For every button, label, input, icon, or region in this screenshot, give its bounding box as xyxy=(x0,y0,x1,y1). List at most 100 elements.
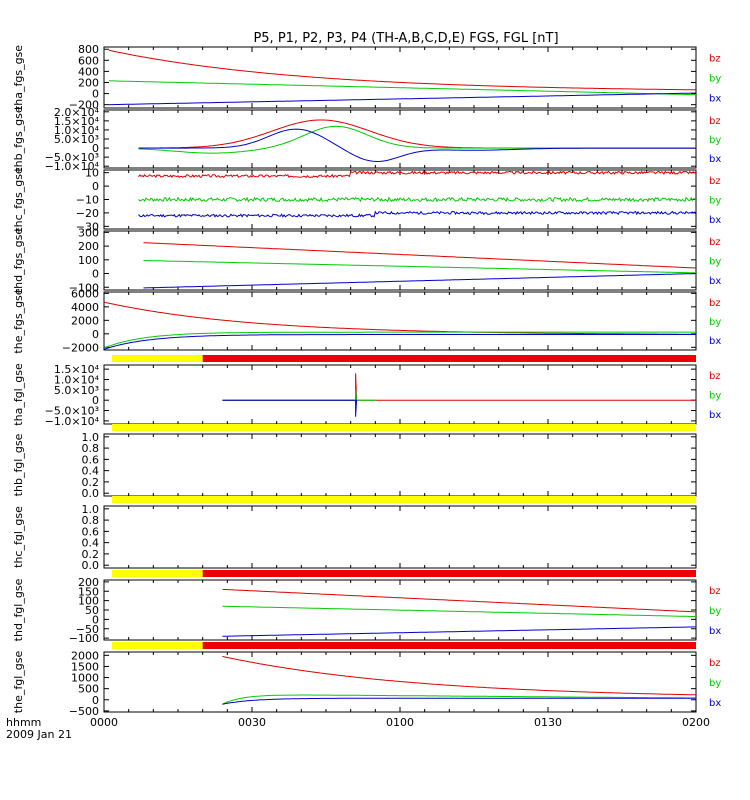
x-tick-label: 0030 xyxy=(238,716,266,729)
y-tick-label: −30 xyxy=(76,220,99,233)
legend-by: by xyxy=(709,678,721,689)
legend-bz: bz xyxy=(709,658,721,669)
y-tick-label: 200 xyxy=(78,76,99,89)
y-axis-label: thb_fgl_gse xyxy=(12,433,25,496)
panel-frame xyxy=(103,364,697,425)
y-tick-label: 1.5×10⁴ xyxy=(54,115,100,128)
quality-bar-red xyxy=(202,355,696,362)
y-axis-label: tha_fgl_gse xyxy=(12,363,25,426)
series-group xyxy=(143,242,696,289)
y-tick-label: −100 xyxy=(69,632,99,645)
legend-bx: bx xyxy=(709,336,721,347)
y-tick-label: 200 xyxy=(78,240,99,253)
series-line-by xyxy=(222,389,376,401)
series-line-bz xyxy=(222,588,696,613)
y-axis-label: thd_fgl_gse xyxy=(12,578,25,641)
y-tick-label: 50 xyxy=(85,604,99,617)
y-tick-label: −100 xyxy=(69,281,99,294)
series-line-bz xyxy=(143,242,696,269)
y-tick-label: −500 xyxy=(69,705,99,718)
legend-by: by xyxy=(709,135,721,146)
y-tick-label: 0.6 xyxy=(82,453,100,466)
panel-thc_fgl_gse: 1.00.80.60.40.20.0 thc_fgl_gse xyxy=(12,496,697,572)
series-line-by xyxy=(104,331,696,349)
y-tick-label: 0.0 xyxy=(82,559,100,572)
y-tick-label: 100 xyxy=(78,254,99,267)
legend-bx: bx xyxy=(709,698,721,709)
series-line-bx xyxy=(222,697,696,705)
y-tick-label: −200 xyxy=(69,99,99,112)
legend-by: by xyxy=(709,317,721,328)
legend-bz: bz xyxy=(709,371,721,382)
y-tick-label: 0.4 xyxy=(82,465,100,478)
panel-thb_fgs_gse: 2.0×10⁴1.5×10⁴1.0×10⁴5.0×10³0−5.0×10³−1.… xyxy=(12,106,721,173)
series-line-bz xyxy=(222,655,696,696)
y-tick-label: 0 xyxy=(92,268,99,281)
series-line-by xyxy=(108,80,696,96)
legend-by: by xyxy=(709,257,721,268)
y-axis-label: the_fgs_gse xyxy=(12,288,25,353)
series-line-bz xyxy=(138,119,696,149)
legend-bx: bx xyxy=(709,626,721,637)
legend-bz: bz xyxy=(709,586,721,597)
y-axis-label: thc_fgl_gse xyxy=(12,506,25,568)
series-line-bz xyxy=(138,170,696,179)
legend-bx: bx xyxy=(709,276,721,287)
series-group xyxy=(222,655,696,705)
quality-bar-yellow xyxy=(112,642,203,649)
x-axis-unit-label: hhmm xyxy=(6,716,41,729)
y-tick-label: 1.5×10⁴ xyxy=(54,363,100,376)
y-tick-label: 1.0 xyxy=(82,431,100,444)
series-group xyxy=(222,373,696,417)
panel-frame xyxy=(103,291,697,351)
y-tick-label: 0 xyxy=(92,694,99,707)
y-tick-label: 1000 xyxy=(71,672,99,685)
y-tick-label: 4000 xyxy=(71,301,99,314)
y-axis-label: thb_fgs_gse xyxy=(12,106,25,172)
series-line-bx xyxy=(222,626,696,637)
y-axis-label: thc_fgs_gse xyxy=(12,167,25,232)
series-group xyxy=(138,170,696,218)
quality-bar-yellow xyxy=(112,570,203,577)
date-label: 2009 Jan 21 xyxy=(6,728,72,741)
series-line-bx xyxy=(108,92,696,106)
series-group xyxy=(108,49,696,106)
y-tick-label: −10 xyxy=(76,194,99,207)
y-tick-label: 400 xyxy=(78,65,99,78)
series-line-bx xyxy=(138,128,696,163)
series-line-bx xyxy=(138,210,696,218)
legend-bz: bz xyxy=(709,176,721,187)
legend-bz: bz xyxy=(709,298,721,309)
legend-bx: bx xyxy=(709,215,721,226)
legend-bx: bx xyxy=(709,410,721,421)
y-tick-label: 0 xyxy=(92,180,99,193)
y-tick-label: 100 xyxy=(78,595,99,608)
y-tick-label: 0.8 xyxy=(82,514,100,527)
y-tick-label: −1.0×10⁴ xyxy=(45,160,100,173)
quality-bar-yellow xyxy=(112,355,203,362)
series-line-by xyxy=(138,125,696,154)
quality-bar-red xyxy=(202,570,696,577)
y-tick-label: 1500 xyxy=(71,660,99,673)
legend-by: by xyxy=(709,391,721,402)
series-group xyxy=(138,119,696,163)
y-tick-label: 600 xyxy=(78,54,99,67)
y-tick-label: 5.0×10³ xyxy=(54,133,99,146)
series-line-by xyxy=(222,605,696,618)
legend-bz: bz xyxy=(709,237,721,248)
y-tick-label: 1.0 xyxy=(82,503,100,516)
x-axis: 0000 0030 0100 0130 0200 xyxy=(90,716,710,729)
quality-bar-yellow xyxy=(112,496,696,503)
series-line-by xyxy=(222,694,696,705)
y-tick-label: −1.0×10⁴ xyxy=(45,415,100,428)
y-axis-label: thd_fgs_gse xyxy=(12,228,25,294)
panel-thc_fgs_gse: 100−10−20−30 thc_fgs_gse bz by bx xyxy=(12,167,721,234)
x-tick-label: 0000 xyxy=(90,716,118,729)
series-line-bz xyxy=(104,301,696,335)
y-tick-label: 2000 xyxy=(71,314,99,327)
panel-frame xyxy=(103,505,697,569)
